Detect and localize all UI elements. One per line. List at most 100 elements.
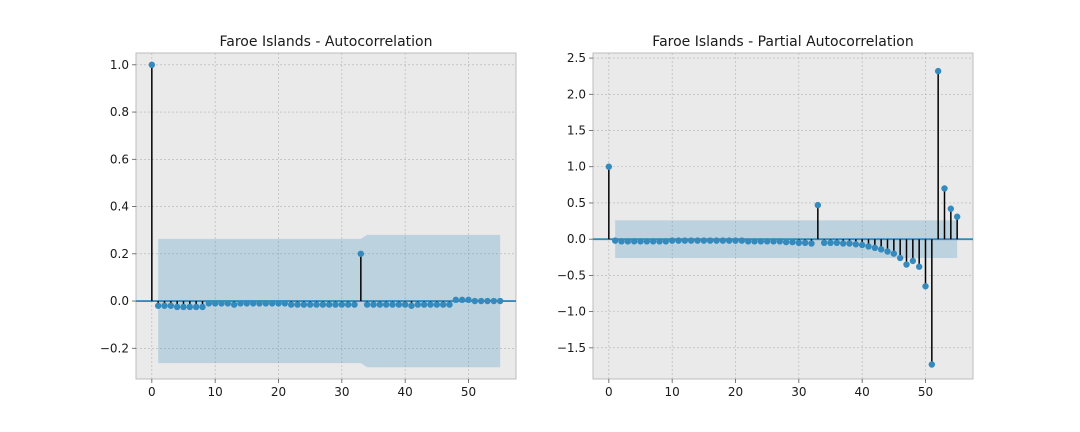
marker-lag-33 [357,250,365,257]
marker-lag-35 [827,239,834,247]
marker-lag-35 [370,301,377,308]
marker-lag-5 [180,303,187,311]
marker-lag-37 [839,240,847,247]
x-tick-label: 40 [398,385,413,399]
marker-lag-45 [890,250,898,257]
marker-lag-52 [934,67,942,75]
marker-lag-17 [256,300,263,307]
marker-lag-3 [624,238,632,245]
marker-lag-53 [484,297,491,305]
marker-lag-4 [630,238,638,245]
y-tick-label: −0.2 [100,341,129,355]
marker-lag-8 [656,238,663,245]
marker-lag-10 [211,300,219,307]
marker-lag-28 [782,238,790,246]
marker-lag-55 [496,297,504,305]
y-tick-label: 1.0 [567,160,586,174]
marker-lag-50 [922,283,929,290]
marker-lag-49 [458,296,466,304]
marker-lag-44 [884,248,891,255]
marker-lag-23 [294,301,301,308]
marker-lag-6 [186,303,194,311]
y-tick-label: 0.0 [110,294,129,308]
marker-lag-20 [732,237,739,244]
marker-lag-51 [471,297,479,305]
marker-lag-10 [668,237,676,244]
marker-lag-2 [618,238,625,245]
y-tick-label: −1.0 [557,305,586,319]
marker-lag-6 [643,238,651,245]
marker-lag-16 [706,237,714,244]
autocorrelation-markers [148,61,504,311]
marker-lag-7 [192,303,200,311]
y-tick-label: 0.2 [110,247,129,261]
x-tick-label: 30 [334,385,349,399]
marker-lag-32 [808,240,815,247]
marker-lag-9 [662,238,670,245]
marker-lag-36 [376,301,384,308]
marker-lag-41 [408,302,415,309]
partial-autocorrelation-title: Faroe Islands - Partial Autocorrelation [652,34,913,50]
marker-lag-11 [218,300,225,307]
marker-lag-40 [858,241,866,249]
marker-lag-50 [465,296,472,304]
marker-lag-13 [687,237,695,244]
x-tick-label: 0 [605,385,613,399]
y-tick-label: 0.5 [567,196,586,210]
marker-lag-47 [903,261,910,268]
y-tick-label: 0.0 [567,232,586,246]
marker-lag-32 [351,301,358,308]
x-tick-label: 20 [728,385,743,399]
marker-lag-36 [833,239,841,247]
y-tick-label: −1.5 [557,341,586,355]
marker-lag-12 [681,237,689,244]
partial-autocorrelation-plot-area [592,52,974,380]
marker-lag-30 [795,239,803,247]
marker-lag-3 [167,302,175,309]
marker-lag-48 [452,296,460,304]
marker-lag-43 [877,246,885,253]
marker-lag-16 [249,300,257,307]
marker-lag-38 [846,240,853,247]
marker-lag-14 [694,237,701,244]
marker-lag-0 [148,61,156,69]
marker-lag-0 [605,163,613,170]
marker-lag-46 [896,254,904,262]
marker-lag-20 [275,300,282,307]
autocorrelation-x-axis: 0 10 20 30 40 50 [148,379,476,399]
marker-lag-33 [814,201,822,209]
y-tick-label: 0.4 [110,200,129,214]
partial-autocorrelation-x-axis: 0 10 20 30 40 50 [605,379,933,399]
marker-lag-51 [928,361,936,368]
marker-lag-28 [325,301,333,308]
marker-lag-23 [751,238,758,245]
marker-lag-9 [205,300,213,307]
marker-lag-26 [313,301,320,308]
y-tick-label: 0.6 [110,152,129,166]
x-tick-label: 30 [791,385,806,399]
y-tick-label: 0.8 [110,105,129,119]
marker-lag-27 [319,301,327,308]
marker-lag-22 [287,301,295,308]
autocorrelation-panel: 0 10 20 30 40 50 −0.2 0.0 0.2 0.4 0.6 0.8 1.0 Faroe… [100,34,517,399]
y-tick-label: 2.5 [567,51,586,65]
y-tick-label: 1.5 [567,124,586,138]
marker-lag-31 [344,301,352,308]
marker-lag-15 [700,237,708,244]
marker-lag-15 [243,300,251,307]
x-tick-label: 50 [461,385,476,399]
marker-lag-48 [909,257,917,265]
marker-lag-21 [738,237,746,244]
y-tick-label: 2.0 [567,87,586,101]
marker-lag-55 [953,213,961,220]
marker-lag-24 [757,238,765,245]
x-tick-label: 10 [208,385,223,399]
marker-lag-27 [776,238,784,245]
marker-lag-13 [230,301,238,308]
marker-lag-29 [789,238,796,246]
marker-lag-47 [446,301,453,308]
marker-lag-39 [852,241,860,248]
marker-lag-25 [763,238,771,245]
marker-lag-26 [770,238,777,245]
marker-lag-30 [338,301,346,308]
